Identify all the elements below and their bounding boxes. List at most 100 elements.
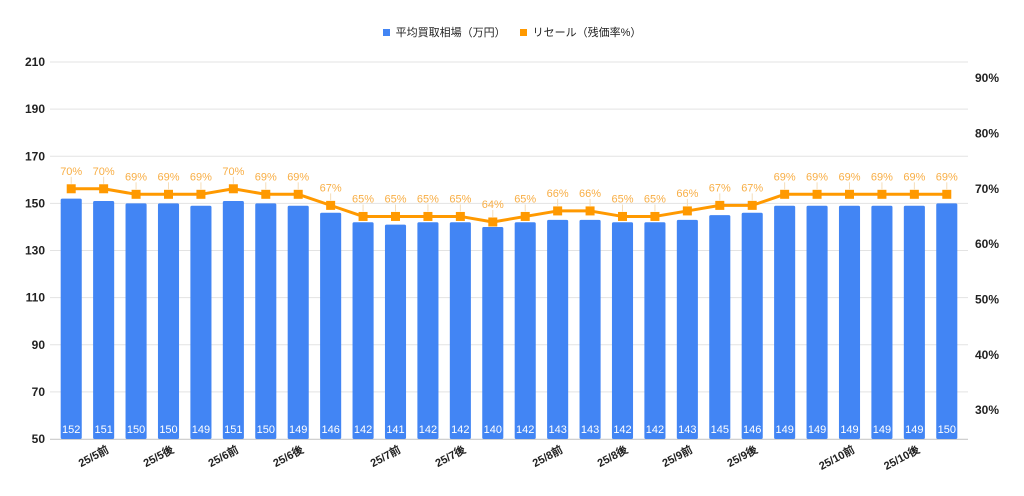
line-point[interactable]: 69% bbox=[936, 171, 958, 199]
line-point[interactable]: 67% bbox=[320, 182, 342, 210]
bar-rect[interactable] bbox=[93, 201, 115, 439]
bar[interactable]: 149 bbox=[190, 205, 212, 439]
bar[interactable]: 146 bbox=[320, 212, 342, 439]
bar[interactable]: 143 bbox=[579, 219, 601, 439]
bar-rect[interactable] bbox=[190, 205, 212, 439]
square-marker-icon[interactable] bbox=[553, 206, 563, 216]
bar[interactable]: 142 bbox=[352, 222, 374, 439]
line-point[interactable]: 69% bbox=[125, 171, 147, 199]
line-point[interactable]: 69% bbox=[838, 171, 861, 199]
line-point[interactable]: 64% bbox=[482, 199, 504, 227]
bar-rect[interactable] bbox=[547, 219, 569, 439]
square-marker-icon[interactable] bbox=[293, 189, 303, 199]
square-marker-icon[interactable] bbox=[618, 211, 627, 221]
bar-rect[interactable] bbox=[936, 203, 958, 439]
bar-rect[interactable] bbox=[417, 222, 439, 439]
line-point[interactable]: 65% bbox=[514, 193, 536, 221]
line-point[interactable]: 65% bbox=[384, 193, 407, 221]
bar-rect[interactable] bbox=[352, 222, 374, 439]
bar-rect[interactable] bbox=[384, 224, 407, 439]
bar-rect[interactable] bbox=[676, 219, 698, 439]
bar-rect[interactable] bbox=[255, 203, 277, 439]
line-point[interactable]: 65% bbox=[644, 193, 666, 221]
line-point[interactable]: 65% bbox=[611, 193, 634, 221]
square-marker-icon[interactable] bbox=[715, 200, 725, 210]
bar[interactable]: 149 bbox=[871, 205, 893, 439]
bar[interactable]: 149 bbox=[774, 205, 796, 439]
line-point[interactable]: 67% bbox=[709, 182, 731, 210]
bar[interactable]: 152 bbox=[60, 198, 82, 439]
square-marker-icon[interactable] bbox=[164, 189, 173, 199]
line-point[interactable]: 69% bbox=[157, 171, 180, 199]
bar[interactable]: 143 bbox=[676, 219, 698, 439]
bar[interactable]: 142 bbox=[644, 222, 666, 439]
square-marker-icon[interactable] bbox=[196, 189, 206, 199]
square-marker-icon[interactable] bbox=[391, 211, 400, 221]
bar-rect[interactable] bbox=[903, 205, 925, 439]
bar-rect[interactable] bbox=[741, 212, 763, 439]
square-marker-icon[interactable] bbox=[909, 189, 919, 199]
square-marker-icon[interactable] bbox=[845, 189, 854, 199]
bar-rect[interactable] bbox=[514, 222, 536, 439]
square-marker-icon[interactable] bbox=[780, 189, 790, 199]
square-marker-icon[interactable] bbox=[682, 206, 692, 216]
square-marker-icon[interactable] bbox=[358, 211, 368, 221]
square-marker-icon[interactable] bbox=[877, 189, 887, 199]
bar[interactable]: 146 bbox=[741, 212, 763, 439]
legend-item-resale-rate[interactable]: リセール（残価率%） bbox=[519, 24, 641, 40]
line-point[interactable]: 67% bbox=[741, 182, 763, 210]
bar[interactable]: 142 bbox=[514, 222, 536, 439]
square-marker-icon[interactable] bbox=[99, 184, 109, 194]
bar[interactable]: 142 bbox=[611, 222, 634, 439]
line-point[interactable]: 65% bbox=[417, 193, 439, 221]
line-point[interactable]: 69% bbox=[774, 171, 796, 199]
bar-rect[interactable] bbox=[806, 205, 828, 439]
line-point[interactable]: 70% bbox=[60, 166, 82, 194]
bar[interactable]: 149 bbox=[903, 205, 925, 439]
bar[interactable]: 151 bbox=[93, 201, 115, 439]
square-marker-icon[interactable] bbox=[488, 217, 498, 227]
bar-rect[interactable] bbox=[222, 201, 244, 439]
bar-rect[interactable] bbox=[320, 212, 342, 439]
line-point[interactable]: 66% bbox=[676, 188, 699, 216]
square-marker-icon[interactable] bbox=[326, 200, 336, 210]
square-marker-icon[interactable] bbox=[812, 189, 822, 199]
line-point[interactable]: 65% bbox=[449, 193, 472, 221]
bar[interactable]: 149 bbox=[806, 205, 828, 439]
line-point[interactable]: 69% bbox=[190, 171, 212, 199]
line-point[interactable]: 70% bbox=[222, 166, 245, 194]
bar-rect[interactable] bbox=[644, 222, 666, 439]
bar-rect[interactable] bbox=[579, 219, 601, 439]
bar-rect[interactable] bbox=[125, 203, 147, 439]
square-marker-icon[interactable] bbox=[131, 189, 141, 199]
square-marker-icon[interactable] bbox=[942, 189, 952, 199]
bar[interactable]: 142 bbox=[417, 222, 439, 439]
line-point[interactable]: 69% bbox=[806, 171, 828, 199]
line-point[interactable]: 66% bbox=[579, 188, 601, 216]
bar[interactable]: 149 bbox=[287, 205, 309, 439]
bar[interactable]: 149 bbox=[838, 205, 861, 439]
bar-rect[interactable] bbox=[774, 205, 796, 439]
line-point[interactable]: 66% bbox=[547, 188, 569, 216]
bar[interactable]: 141 bbox=[384, 224, 407, 439]
square-marker-icon[interactable] bbox=[585, 206, 595, 216]
bar-rect[interactable] bbox=[60, 198, 82, 439]
square-marker-icon[interactable] bbox=[261, 189, 271, 199]
line-point[interactable]: 65% bbox=[352, 193, 374, 221]
bar[interactable]: 150 bbox=[936, 203, 958, 439]
square-marker-icon[interactable] bbox=[747, 200, 757, 210]
line-point[interactable]: 69% bbox=[871, 171, 893, 199]
line-point[interactable]: 69% bbox=[903, 171, 926, 199]
bar-rect[interactable] bbox=[482, 226, 504, 439]
bar[interactable]: 145 bbox=[709, 215, 731, 439]
square-marker-icon[interactable] bbox=[423, 211, 433, 221]
bar-rect[interactable] bbox=[838, 205, 861, 439]
line-point[interactable]: 69% bbox=[255, 171, 277, 199]
bar-rect[interactable] bbox=[709, 215, 731, 439]
square-marker-icon[interactable] bbox=[520, 211, 530, 221]
square-marker-icon[interactable] bbox=[650, 211, 660, 221]
bar[interactable]: 150 bbox=[125, 203, 147, 439]
line-point[interactable]: 70% bbox=[93, 166, 115, 194]
bar-rect[interactable] bbox=[611, 222, 634, 439]
bar-rect[interactable] bbox=[157, 203, 180, 439]
